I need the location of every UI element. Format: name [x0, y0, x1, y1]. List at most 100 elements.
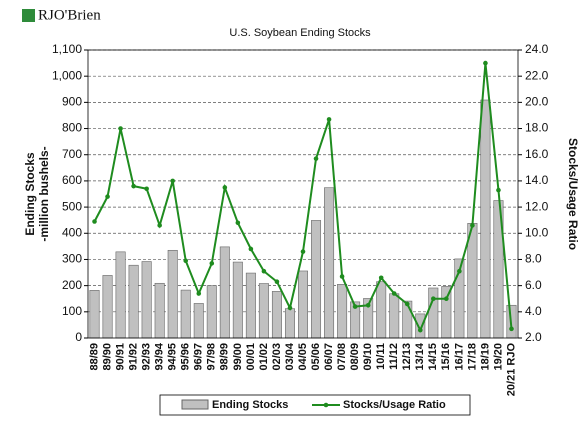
y2-axis-label: Stocks/Usage Ratio — [566, 138, 578, 250]
marker — [209, 261, 215, 266]
marker — [365, 302, 371, 308]
x-tick-label: 16/17 — [453, 343, 465, 371]
chart-title: U.S. Soybean Ending Stocks — [229, 27, 371, 39]
y2-tick-label: 24.0 — [525, 42, 549, 56]
bar — [284, 308, 295, 339]
marker — [378, 275, 384, 281]
bar — [311, 220, 322, 339]
y-tick-label: 400 — [62, 225, 82, 239]
marker — [483, 60, 488, 66]
bar — [245, 272, 256, 339]
x-tick-label: 05/06 — [310, 343, 322, 371]
marker — [144, 186, 149, 192]
y-tick-label: 1,100 — [52, 42, 82, 56]
marker — [431, 296, 436, 302]
x-tick-label: 99/00 — [232, 343, 244, 371]
plot-frame — [87, 49, 519, 339]
x-tick-label: 98/99 — [219, 343, 231, 371]
y2-tick-label: 18.0 — [525, 121, 549, 135]
marker — [105, 194, 110, 199]
marker — [313, 156, 319, 161]
x-tick-label: 94/95 — [167, 343, 179, 371]
x-tick-label: 95/96 — [180, 343, 192, 371]
y-tick-label: 600 — [62, 173, 82, 187]
marker — [417, 327, 423, 333]
y2-tick-label: 14.0 — [525, 173, 549, 187]
bar — [193, 303, 204, 339]
bar — [389, 293, 400, 339]
bar — [154, 282, 165, 339]
x-tick-label: 90/91 — [114, 343, 126, 371]
x-tick-label: 13/14 — [414, 342, 426, 370]
bar — [141, 261, 152, 339]
x-tick-label: 10/11 — [375, 343, 387, 370]
x-tick-label: 09/10 — [362, 343, 374, 371]
bar — [206, 285, 217, 339]
marker — [287, 305, 293, 311]
x-tick-label: 01/02 — [258, 343, 270, 371]
y2-tick-label: 4.0 — [525, 304, 542, 318]
marker — [118, 126, 123, 131]
y2-tick-label: 12.0 — [525, 199, 549, 213]
y-tick-label: 200 — [62, 278, 82, 292]
bar — [428, 287, 439, 339]
y-tick-label: 100 — [62, 304, 82, 318]
x-tick-label: 04/05 — [297, 343, 309, 371]
marker — [92, 219, 97, 224]
marker — [183, 258, 189, 264]
y-tick-label: 1,000 — [52, 68, 82, 82]
x-tick-label: 11/12 — [388, 343, 400, 370]
bar — [180, 289, 191, 339]
marker — [248, 246, 254, 252]
y-tick-label: 0 — [75, 330, 82, 344]
marker — [404, 301, 410, 307]
legend-label: Stocks/Usage Ratio — [343, 399, 446, 411]
marker — [157, 223, 162, 228]
y2-tick-label: 8.0 — [525, 252, 542, 266]
y2-tick-label: 10.0 — [525, 225, 549, 239]
marker — [222, 185, 228, 190]
marker — [261, 268, 267, 274]
bar — [102, 275, 113, 339]
x-tick-label: 91/92 — [128, 343, 140, 371]
marker — [352, 304, 358, 309]
x-tick-label: 20/21 RJO — [505, 343, 517, 397]
x-tick-label: 19/20 — [492, 343, 504, 371]
y2-tick-label: 22.0 — [525, 68, 549, 82]
bar — [337, 284, 348, 339]
bar — [402, 300, 413, 339]
y-tick-label: 800 — [62, 121, 82, 135]
legend-label: Ending Stocks — [212, 399, 288, 411]
bar — [219, 246, 230, 339]
x-tick-label: 18/19 — [479, 343, 491, 371]
x-tick-label: 02/03 — [271, 343, 283, 371]
legend-swatch — [181, 399, 209, 410]
marker — [339, 274, 345, 279]
y-axis-label: Ending Stocks — [23, 152, 37, 236]
x-tick-label: 14/15 — [427, 343, 439, 371]
logo: RJO'Brien — [38, 7, 101, 23]
bar — [232, 261, 243, 339]
bar — [115, 251, 126, 339]
marker — [391, 291, 397, 296]
marker — [274, 279, 280, 285]
marker — [470, 223, 475, 228]
y2-tick-label: 16.0 — [525, 147, 549, 161]
y2-tick-label: 6.0 — [525, 278, 542, 292]
bar — [298, 270, 308, 339]
bar — [258, 283, 269, 339]
y-axis-label: -million bushels- — [37, 146, 51, 241]
logo-icon — [22, 9, 35, 22]
marker — [131, 183, 136, 189]
x-tick-label: 96/97 — [193, 343, 205, 371]
y-tick-label: 500 — [62, 199, 82, 213]
bar — [167, 249, 178, 339]
marker — [444, 296, 449, 302]
bar — [376, 281, 387, 339]
y-tick-label: 700 — [62, 147, 82, 161]
marker — [170, 178, 175, 184]
bar — [324, 187, 335, 339]
bar — [415, 313, 426, 339]
x-tick-label: 97/98 — [206, 343, 218, 371]
